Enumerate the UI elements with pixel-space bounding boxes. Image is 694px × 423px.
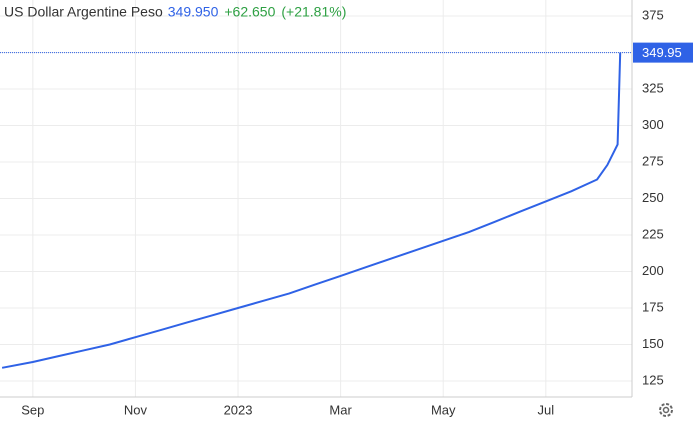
- y-tick-label: 150: [642, 336, 664, 351]
- y-tick-label: 325: [642, 80, 664, 95]
- y-tick-label: 300: [642, 117, 664, 132]
- x-tick-label: Mar: [329, 402, 352, 417]
- x-tick-label: 2023: [224, 402, 253, 417]
- y-tick-label: 200: [642, 263, 664, 278]
- price-change-pct: (+21.81%): [281, 4, 346, 20]
- x-tick-label: May: [431, 402, 456, 417]
- price-change: +62.650: [224, 4, 275, 20]
- last-price: 349.950: [168, 4, 219, 20]
- x-tick-label: Sep: [21, 402, 44, 417]
- y-tick-label: 225: [642, 226, 664, 241]
- y-tick-label: 175: [642, 299, 664, 314]
- price-line: [1, 52, 622, 369]
- y-tick-label: 375: [642, 7, 664, 22]
- x-tick-label: Jul: [538, 402, 555, 417]
- settings-icon[interactable]: [659, 403, 673, 417]
- current-price-box: [633, 42, 693, 63]
- chart-title: US Dollar Argentine Peso: [4, 4, 163, 20]
- x-tick-label: Nov: [124, 402, 148, 417]
- y-tick-label: 275: [642, 153, 664, 168]
- y-tick-label: 250: [642, 190, 664, 205]
- y-tick-label: 125: [642, 372, 664, 387]
- current-price-label: 349.95: [642, 45, 682, 60]
